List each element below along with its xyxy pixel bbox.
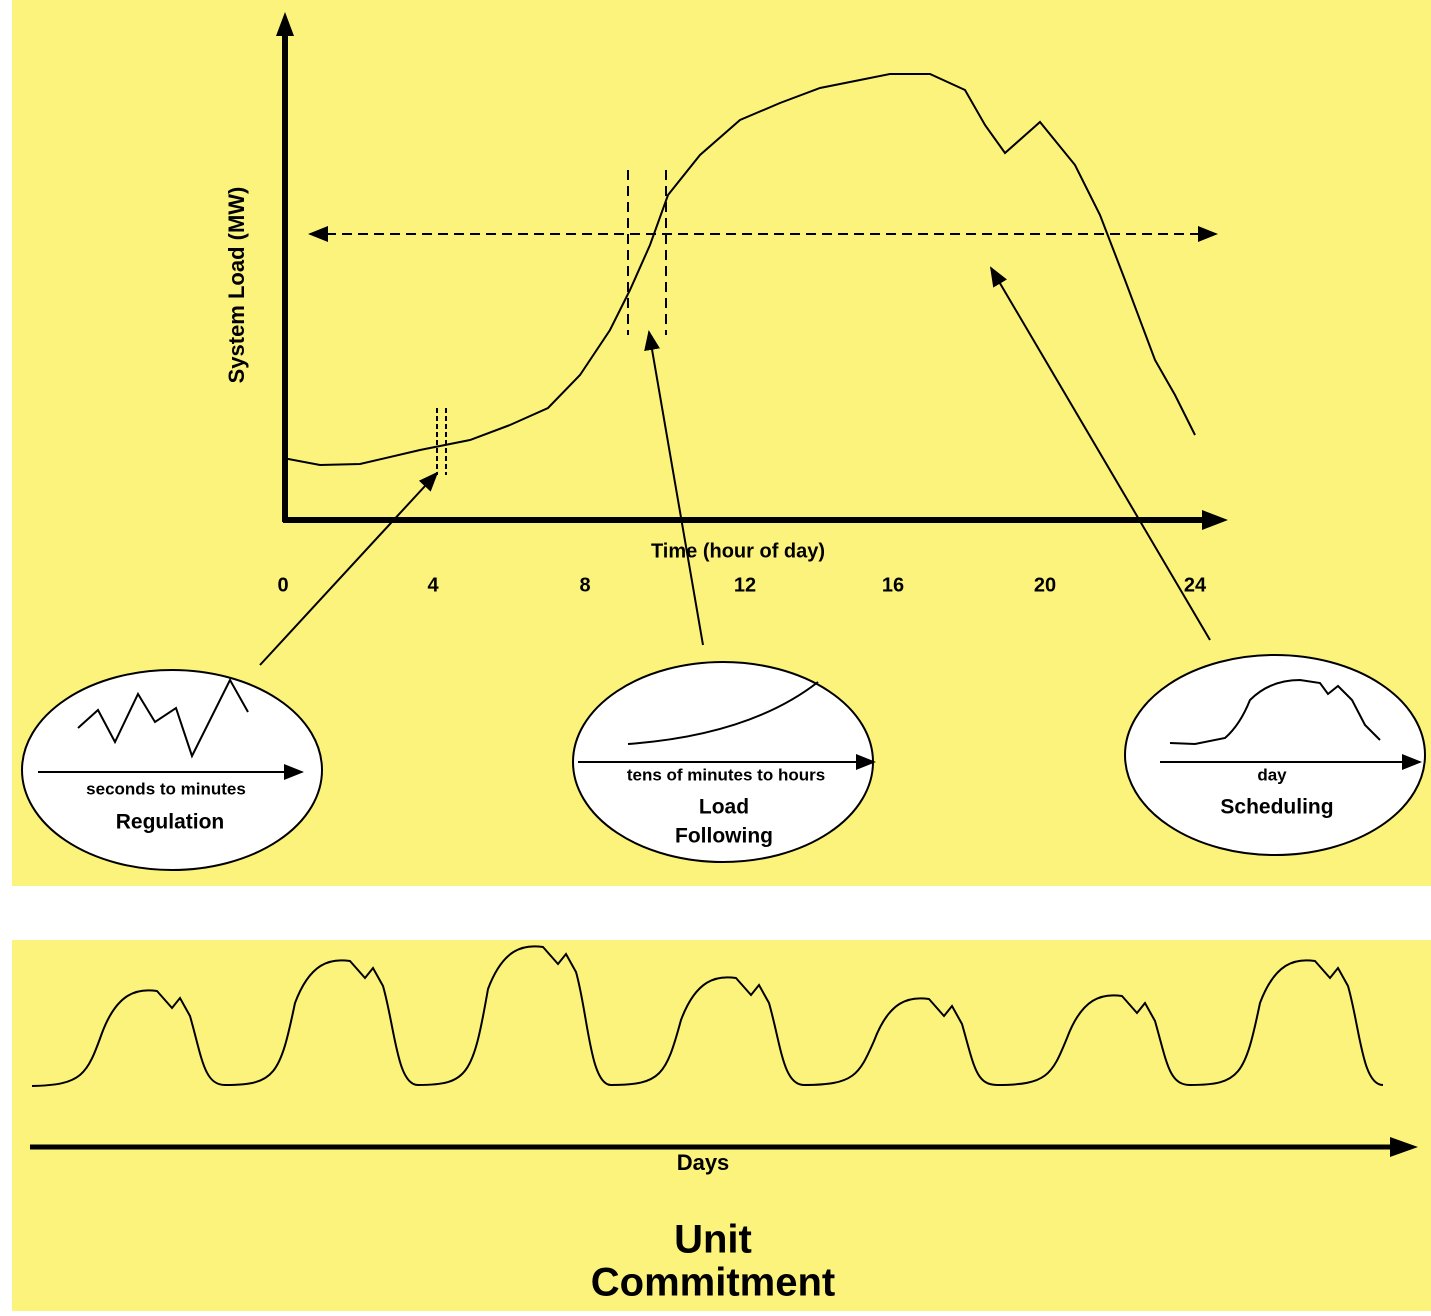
inset-label: Load <box>699 796 749 819</box>
x-tick-label: 0 <box>277 574 288 596</box>
bottom-panel <box>12 940 1431 1311</box>
pointer-arrows <box>259 266 1211 666</box>
inset-scale: tens of minutes to hours <box>627 765 825 784</box>
inset-scheduling: day Scheduling <box>1124 654 1426 856</box>
load-curve <box>282 73 1196 467</box>
bottom-title: Unit <box>674 1218 752 1262</box>
inset-label: Regulation <box>116 811 225 834</box>
x-tick-label: 16 <box>882 574 904 596</box>
inset-load-following: tens of minutes to hours Load Following <box>572 661 876 863</box>
y-axis-label: System Load (MW) <box>224 187 249 384</box>
x-tick-label: 24 <box>1184 574 1207 596</box>
inset-label: Following <box>675 825 773 848</box>
x-axis-label: Time (hour of day) <box>651 540 825 562</box>
x-tick-label: 12 <box>734 574 756 596</box>
multi-day-curve <box>31 945 1384 1087</box>
x-ticks: 0 4 8 12 16 20 24 <box>277 574 1207 596</box>
inset-regulation: seconds to minutes Regulation <box>21 669 323 871</box>
axes <box>276 12 1228 530</box>
window-markers <box>436 170 667 475</box>
inset-scale: day <box>1257 765 1287 784</box>
days-label: Days <box>677 1150 730 1175</box>
x-tick-label: 4 <box>427 574 439 596</box>
x-tick-label: 8 <box>579 574 590 596</box>
days-arrowhead <box>1390 1137 1418 1157</box>
x-tick-label: 20 <box>1034 574 1056 596</box>
inset-scale: seconds to minutes <box>86 779 246 798</box>
bottom-title: Commitment <box>591 1261 835 1305</box>
inset-label: Scheduling <box>1220 796 1333 819</box>
